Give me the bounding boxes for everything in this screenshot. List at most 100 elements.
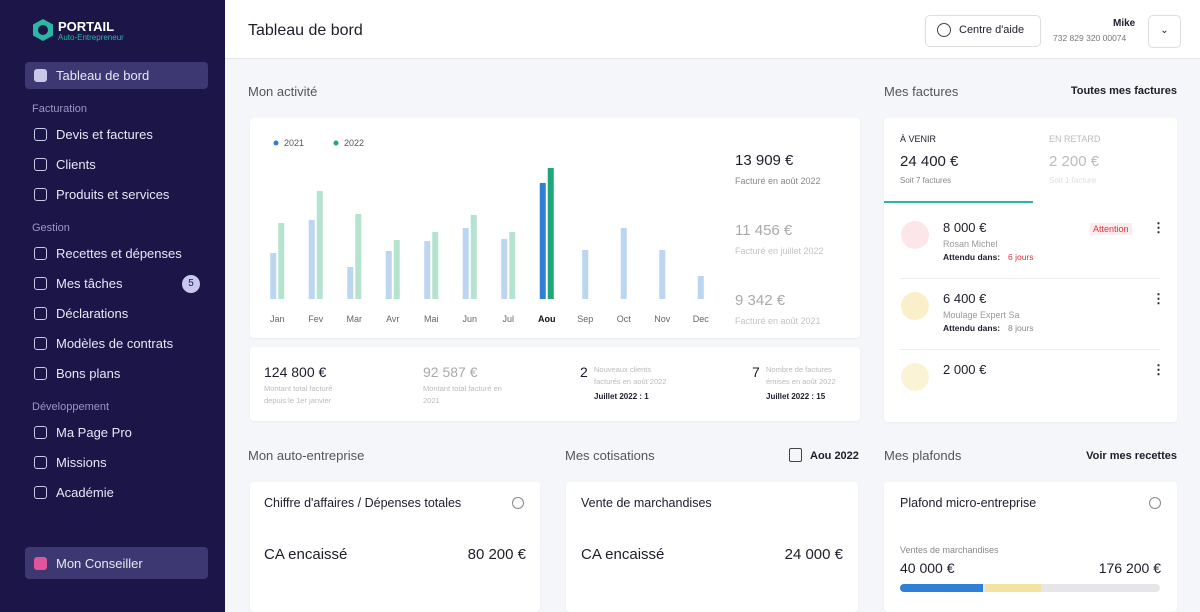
period[interactable]: Aou 2022: [810, 450, 859, 462]
nav-item[interactable]: Bons plans: [56, 366, 121, 381]
card-title-text: Chiffre d'affaires / Dépenses totales: [264, 496, 462, 510]
logo-icon: [33, 19, 53, 41]
nav-item[interactable]: Recettes et dépenses: [56, 246, 182, 261]
x-tick-label: Jan: [270, 314, 285, 324]
badge: Attention: [1090, 223, 1132, 235]
activity-card: [250, 118, 860, 338]
sidebar: PORTAIL Auto-Entrepreneur Tableau de bor…: [0, 0, 225, 612]
summary-label: Nombre de factures émises en août 2022: [766, 365, 836, 386]
bar: [501, 239, 508, 299]
section-title: Mes plafonds: [884, 448, 962, 463]
nav-icon: [34, 188, 47, 201]
item-menu[interactable]: ⋮: [1152, 291, 1165, 306]
advisor-icon: [34, 557, 47, 570]
active-nav-bg[interactable]: [25, 62, 208, 89]
nav-icon: [34, 367, 47, 380]
summary-value: 92 587 €: [423, 364, 478, 380]
recettes-link[interactable]: Voir mes recettes: [1086, 450, 1177, 462]
nav-item[interactable]: Devis et factures: [56, 127, 153, 142]
item-amount[interactable]: 2 000 €: [943, 362, 987, 377]
nav-icon: [34, 337, 47, 350]
nav-icon: [34, 128, 47, 141]
bar: [462, 228, 469, 299]
tab-underline: [884, 201, 1033, 203]
card-title: Plafond micro-entreprise: [900, 496, 1037, 510]
nav-item[interactable]: Mes tâches: [56, 276, 123, 291]
item-menu[interactable]: ⋮: [1152, 362, 1165, 377]
summary-value: 124 800 €: [264, 364, 327, 380]
bar: [347, 267, 354, 299]
divider: [900, 278, 1160, 279]
sub-label: Ventes de marchandises: [900, 545, 999, 555]
advisor-button[interactable]: Mon Conseiller: [56, 556, 143, 571]
bar: [547, 168, 554, 299]
bar: [697, 276, 704, 299]
nav-item[interactable]: Clients: [56, 157, 96, 172]
help-button[interactable]: [925, 15, 1041, 47]
contributions-card: [566, 482, 858, 612]
stat-label: Facturé en août 2021: [735, 316, 821, 326]
x-tick-label: Nov: [654, 314, 671, 324]
tab-amount[interactable]: 2 200 €: [1049, 153, 1100, 170]
all-invoices-link[interactable]: Toutes mes factures: [1070, 85, 1177, 97]
x-tick-label: Sep: [577, 314, 593, 324]
item-amount[interactable]: 8 000 €: [943, 220, 987, 235]
summary-value: 7: [752, 364, 760, 380]
nav-item[interactable]: Modèles de contrats: [56, 336, 174, 351]
legend-swatch: [333, 140, 339, 146]
nav-section: Développement: [32, 401, 110, 413]
tab-note: Soit 1 facture: [1049, 176, 1097, 185]
legend-label: 2022: [344, 138, 364, 148]
row-value: 24 000 €: [784, 546, 843, 563]
legend-label: 2021: [284, 138, 304, 148]
calendar-icon: [789, 448, 802, 462]
nav-icon: [34, 69, 47, 82]
summary-card: [250, 347, 860, 421]
bar: [308, 220, 315, 299]
nav-icon: [34, 486, 47, 499]
x-tick-label: Oct: [617, 314, 632, 324]
current-value: 40 000 €: [900, 560, 955, 576]
progress-pending: [985, 584, 1041, 592]
nav-item[interactable]: Tableau de bord: [56, 68, 150, 83]
stat-amount: 9 342 €: [735, 292, 786, 309]
item-amount[interactable]: 6 400 €: [943, 291, 987, 306]
section-title: Mes cotisations: [565, 448, 655, 463]
tab-label[interactable]: EN RETARD: [1049, 134, 1101, 144]
item-menu[interactable]: ⋮: [1152, 220, 1165, 235]
x-tick-label: Dec: [693, 314, 710, 324]
nav-item[interactable]: Missions: [56, 455, 107, 470]
stat-amount: 11 456 €: [735, 222, 793, 239]
summary-compare: Juillet 2022 : 1: [594, 392, 649, 401]
x-tick-label: Mai: [424, 314, 439, 324]
bar: [582, 250, 589, 299]
row-label: CA encaissé: [581, 546, 665, 563]
help-label[interactable]: Centre d'aide: [959, 24, 1025, 36]
tasks-badge: 5: [182, 275, 200, 293]
advisor-bg[interactable]: [25, 547, 208, 579]
bar: [270, 253, 277, 299]
bar: [278, 223, 285, 299]
header: [225, 0, 1200, 59]
summary-label: Nouveaux clients facturés en août 2022: [594, 365, 667, 386]
tab-amount[interactable]: 24 400 €: [900, 153, 959, 170]
due-label: Attendu dans:: [943, 323, 1001, 333]
x-tick-label: Aou: [538, 314, 556, 324]
tab-label[interactable]: À VENIR: [900, 134, 937, 144]
nav-item[interactable]: Déclarations: [56, 306, 129, 321]
summary-value: 2: [580, 364, 588, 380]
user-menu[interactable]: ⌄: [1148, 15, 1181, 48]
bar: [316, 191, 323, 299]
row-value: 80 200 €: [467, 546, 526, 563]
divider: [900, 349, 1160, 350]
nav-section: Gestion: [32, 222, 70, 234]
nav-item[interactable]: Produits et services: [56, 187, 170, 202]
x-tick-label: Jul: [502, 314, 514, 324]
tab-note: Soit 7 factures: [900, 176, 952, 185]
stat-label: Facturé en juillet 2022: [735, 246, 824, 256]
logo-subtitle: Auto-Entrepreneur: [58, 33, 124, 42]
nav-item[interactable]: Académie: [56, 485, 114, 500]
bar: [620, 228, 627, 299]
nav-item[interactable]: Ma Page Pro: [56, 425, 132, 440]
